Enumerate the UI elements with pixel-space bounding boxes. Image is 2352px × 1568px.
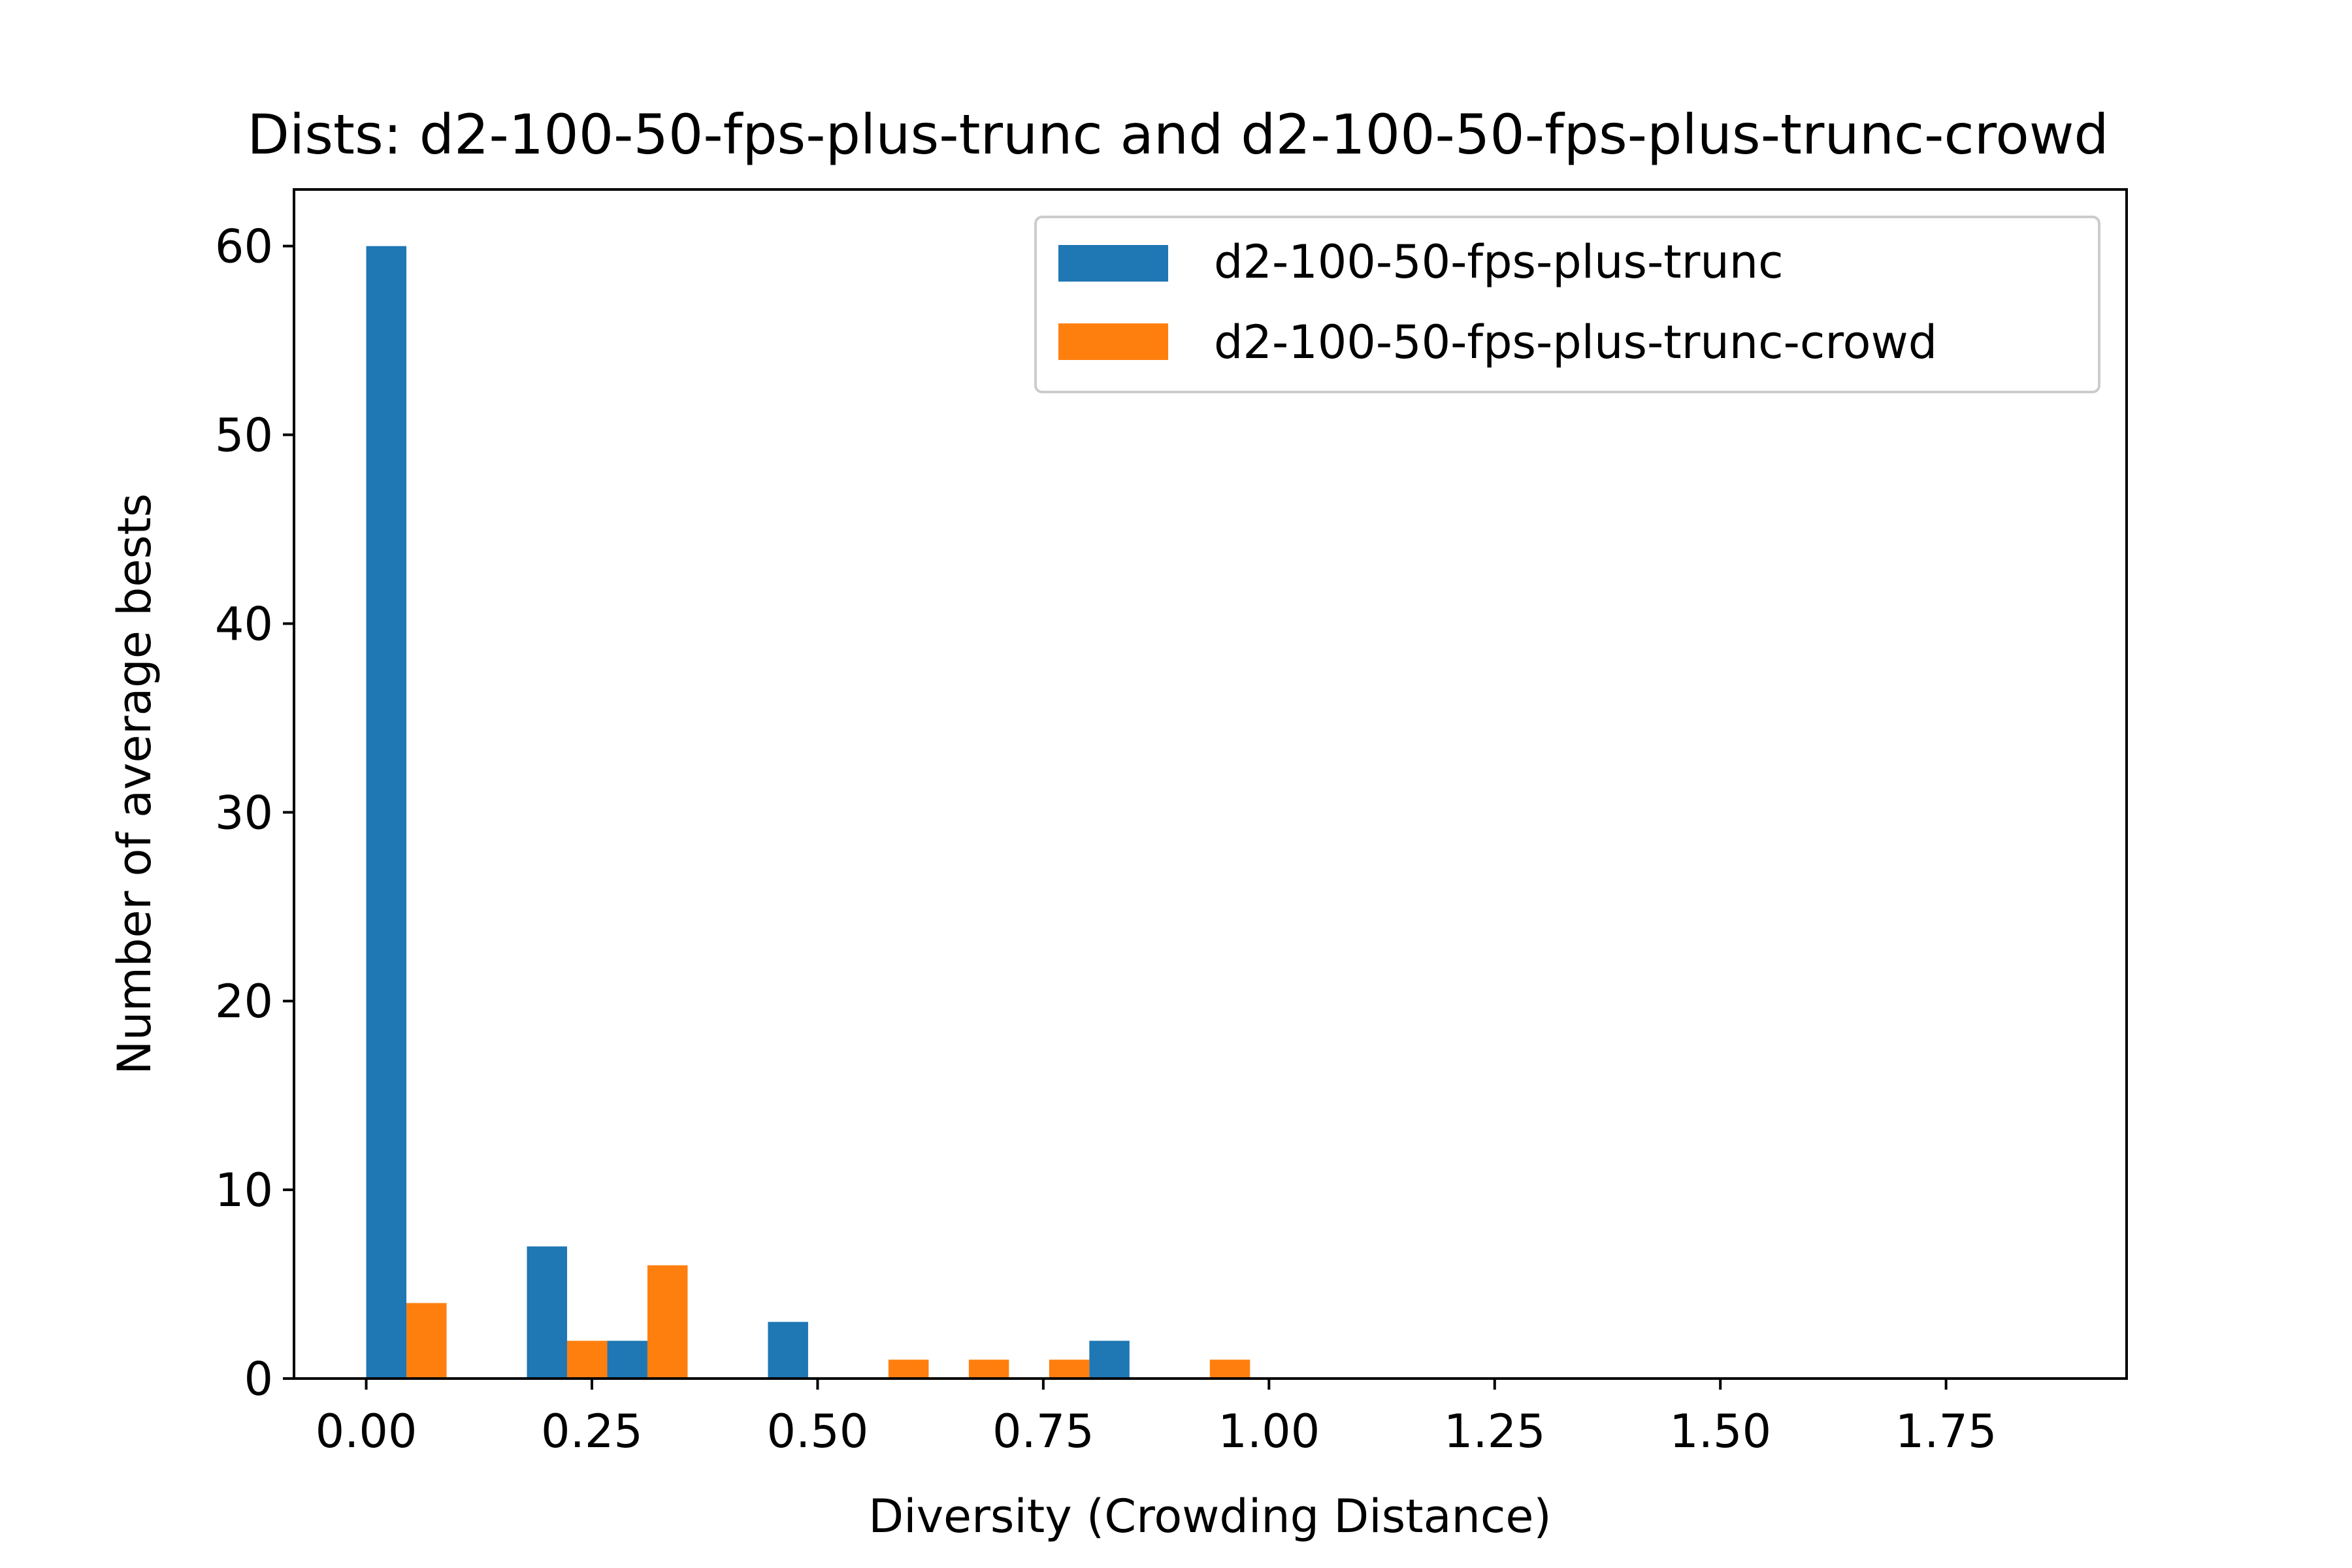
y-ticks-group: 0 10 20 30 40 50 60 (215, 220, 294, 1406)
y-axis-label: Number of average bests (108, 493, 161, 1075)
legend-label-series-2: d2-100-50-fps-plus-trunc-crowd (1214, 316, 1937, 369)
x-tick-label: 0.25 (541, 1405, 643, 1458)
x-tick-label: 1.25 (1444, 1405, 1546, 1458)
bar-series-1 (1089, 1341, 1130, 1379)
legend-swatch-series-2 (1058, 323, 1168, 360)
y-tick-label: 60 (215, 220, 273, 274)
bar-series-2 (968, 1360, 1009, 1379)
x-axis-label: Diversity (Crowding Distance) (868, 1490, 1552, 1543)
x-tick-label: 0.50 (766, 1405, 868, 1458)
bar-series-1 (607, 1341, 647, 1379)
bars-group (366, 246, 1250, 1379)
legend-swatch-series-1 (1058, 245, 1168, 282)
legend: d2-100-50-fps-plus-trunc d2-100-50-fps-p… (1034, 216, 2100, 393)
chart-title: Dists: d2-100-50-fps-plus-trunc and d2-1… (247, 103, 2108, 167)
bar-series-2 (1049, 1360, 1090, 1379)
y-tick-label: 0 (244, 1352, 273, 1406)
x-tick-label: 0.75 (992, 1405, 1094, 1458)
legend-label-series-1: d2-100-50-fps-plus-trunc (1214, 235, 1784, 289)
x-tick-label: 1.75 (1895, 1405, 1997, 1458)
bar-series-2 (566, 1341, 608, 1379)
y-tick-label: 20 (215, 975, 273, 1028)
bar-series-1 (527, 1246, 567, 1379)
y-tick-label: 10 (215, 1164, 273, 1217)
bar-series-1 (768, 1322, 808, 1379)
y-tick-label: 40 (215, 597, 273, 651)
bar-series-2 (1209, 1360, 1250, 1379)
bar-series-2 (406, 1303, 447, 1379)
x-ticks-group: 0.00 0.25 0.50 0.75 1.00 1.25 1.50 1.75 (316, 1379, 1997, 1458)
bar-series-2 (647, 1265, 688, 1379)
x-tick-label: 1.00 (1218, 1405, 1320, 1458)
plot-frame (293, 188, 2128, 1380)
y-tick-label: 30 (215, 786, 273, 840)
legend-box (1034, 216, 2100, 393)
y-tick-label: 50 (215, 409, 273, 463)
x-tick-label: 1.50 (1669, 1405, 1771, 1458)
bar-series-1 (366, 246, 407, 1379)
x-tick-label: 0.00 (316, 1405, 417, 1458)
bar-series-2 (888, 1360, 929, 1379)
